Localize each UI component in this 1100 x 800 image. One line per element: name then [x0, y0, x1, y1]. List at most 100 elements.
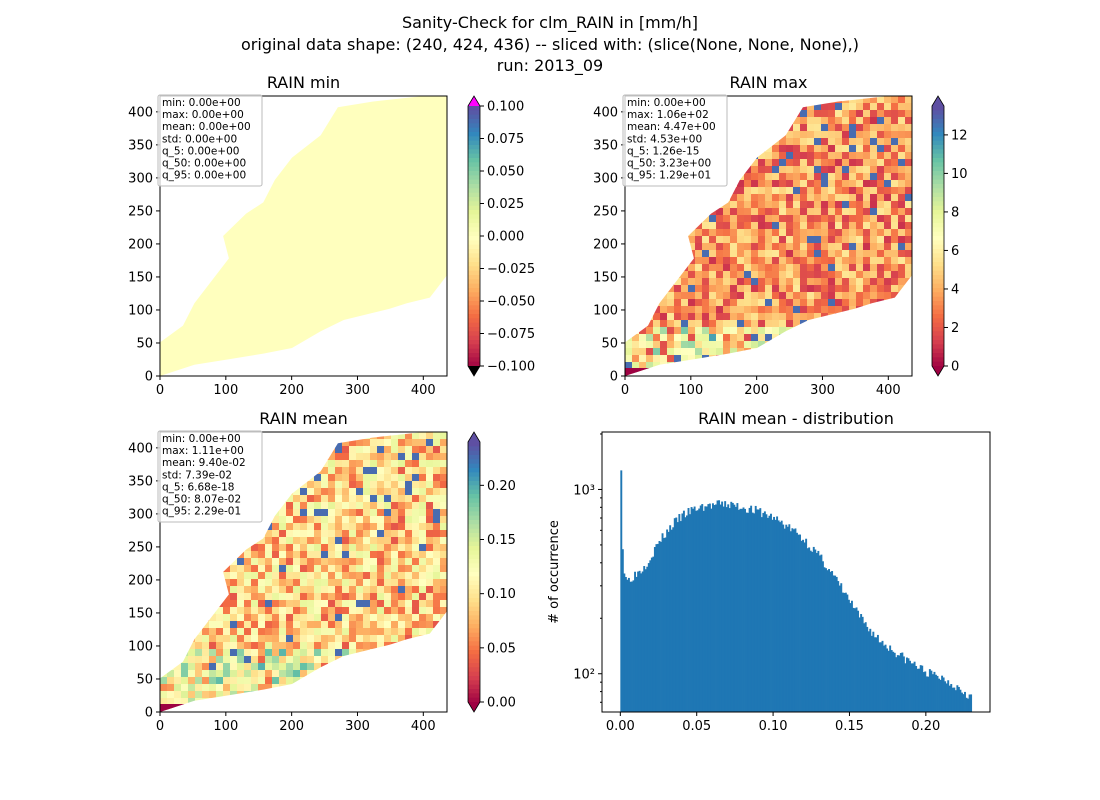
histogram-bar	[815, 552, 818, 712]
histogram-bar	[658, 541, 661, 712]
stats-line: min: 0.00e+00	[162, 97, 241, 109]
histogram-bar	[805, 538, 808, 712]
histogram-bar	[656, 543, 659, 712]
histogram-bar	[644, 569, 647, 712]
histogram-bar	[902, 656, 905, 712]
histogram-bar	[806, 548, 809, 712]
histogram-bar	[825, 568, 827, 712]
land-field	[160, 96, 447, 376]
map-panel-rain-mean: RAIN mean 0 100 200 300 400 0 50 100 150 200 250 300…	[128, 409, 516, 734]
histogram-bar	[834, 575, 837, 712]
histogram-bar	[731, 502, 734, 712]
histogram-bar	[938, 678, 940, 712]
histogram-bar	[776, 516, 779, 712]
histogram-bar	[744, 508, 746, 712]
histogram-bar	[623, 573, 626, 712]
histogram-bar	[620, 470, 623, 712]
histogram-bar	[912, 663, 915, 712]
stats-line: std: 0.00e+00	[162, 133, 237, 145]
histogram-bar	[838, 585, 841, 712]
histogram-bar	[647, 563, 650, 712]
histogram-bar	[667, 531, 670, 712]
histogram-bar	[820, 554, 823, 712]
histogram-bar	[867, 631, 870, 712]
histogram-bar	[701, 504, 704, 712]
histogram-bar	[797, 534, 800, 712]
y-tick-label: 50	[136, 336, 153, 351]
y-tick-label: 350	[593, 138, 618, 153]
histogram-bar	[689, 514, 691, 712]
histogram-bar	[711, 503, 714, 712]
x-tick-label: 0.20	[911, 719, 940, 734]
x-tick-label: 100	[213, 719, 238, 734]
colorbar-tick-label: 0.05	[487, 641, 516, 656]
map-frame	[159, 95, 448, 377]
histogram-bar	[959, 689, 962, 712]
histogram-bar	[895, 657, 898, 712]
figure-title-line-2: original data shape: (240, 424, 436) -- …	[241, 35, 859, 54]
histogram-bar	[935, 674, 937, 712]
histogram-bar	[931, 674, 934, 712]
histogram-bar	[643, 566, 646, 712]
histogram-bar	[791, 528, 794, 712]
histogram-bar	[826, 570, 829, 712]
stats-line: std: 4.53e+00	[627, 133, 702, 145]
histogram-bar	[854, 608, 856, 712]
stats-box	[622, 94, 728, 187]
histogram-bar	[840, 583, 843, 712]
y-tick-label: 10²	[573, 668, 595, 683]
y-tick-label: 10³	[573, 483, 595, 498]
colorbar-extend-bottom	[932, 366, 944, 376]
y-tick-label: 200	[128, 237, 153, 252]
histogram-bar	[881, 640, 884, 712]
y-tick-label: 400	[593, 105, 618, 120]
histogram-bar	[864, 622, 867, 712]
figure-title-line-3: run: 2013_09	[496, 56, 604, 75]
histogram-bar	[727, 504, 730, 712]
histogram-bar	[690, 507, 693, 712]
colorbar: 12 10 8 6 4 2 0	[931, 95, 968, 377]
histogram-bar	[733, 504, 736, 712]
stats-line: q_50: 3.23e+00	[627, 158, 711, 170]
histogram-bar	[863, 623, 866, 712]
histogram-bar	[898, 655, 901, 712]
histogram-bar	[660, 541, 662, 712]
histogram-bar	[760, 517, 763, 712]
histogram-bar	[728, 508, 731, 712]
histogram-bar	[684, 517, 687, 712]
stats-line: q_50: 0.00e+00	[162, 158, 246, 170]
histogram-bar	[621, 549, 624, 712]
histogram-bar	[770, 513, 772, 712]
histogram-bar	[734, 506, 737, 712]
histogram-bar	[944, 681, 947, 712]
histogram-bar	[878, 642, 881, 712]
panel-title: RAIN min	[267, 73, 340, 92]
histogram-bar	[802, 539, 805, 712]
colorbar-tick-label: 0.050	[487, 165, 524, 180]
histogram-bar	[957, 686, 960, 712]
histogram-bar	[843, 592, 846, 712]
histogram-bar	[950, 684, 953, 712]
histogram-bar	[638, 570, 641, 712]
histogram-bar	[626, 579, 629, 712]
histogram-bar	[847, 599, 850, 712]
histogram-bar	[880, 642, 882, 712]
histogram-bar	[844, 592, 847, 712]
histogram-bar	[686, 515, 688, 712]
colorbar-tick-label: 8	[951, 205, 959, 220]
x-tick-label: 300	[345, 719, 370, 734]
histogram-bar	[792, 529, 795, 712]
histogram-bar	[921, 665, 924, 712]
histogram-bar	[925, 676, 928, 712]
histogram-bar	[861, 616, 864, 712]
y-tick-label: 0	[145, 370, 153, 385]
histogram-bar	[655, 544, 658, 712]
histogram-bar	[687, 508, 690, 712]
histogram-bar	[852, 607, 855, 712]
histogram-bar	[927, 676, 930, 712]
histogram-bar	[942, 677, 945, 712]
stats-line: q_50: 8.07e-02	[162, 494, 241, 506]
histogram-bar	[682, 510, 685, 712]
histogram-bar	[913, 661, 916, 712]
stats-line: q_5: 1.26e-15	[627, 145, 699, 157]
